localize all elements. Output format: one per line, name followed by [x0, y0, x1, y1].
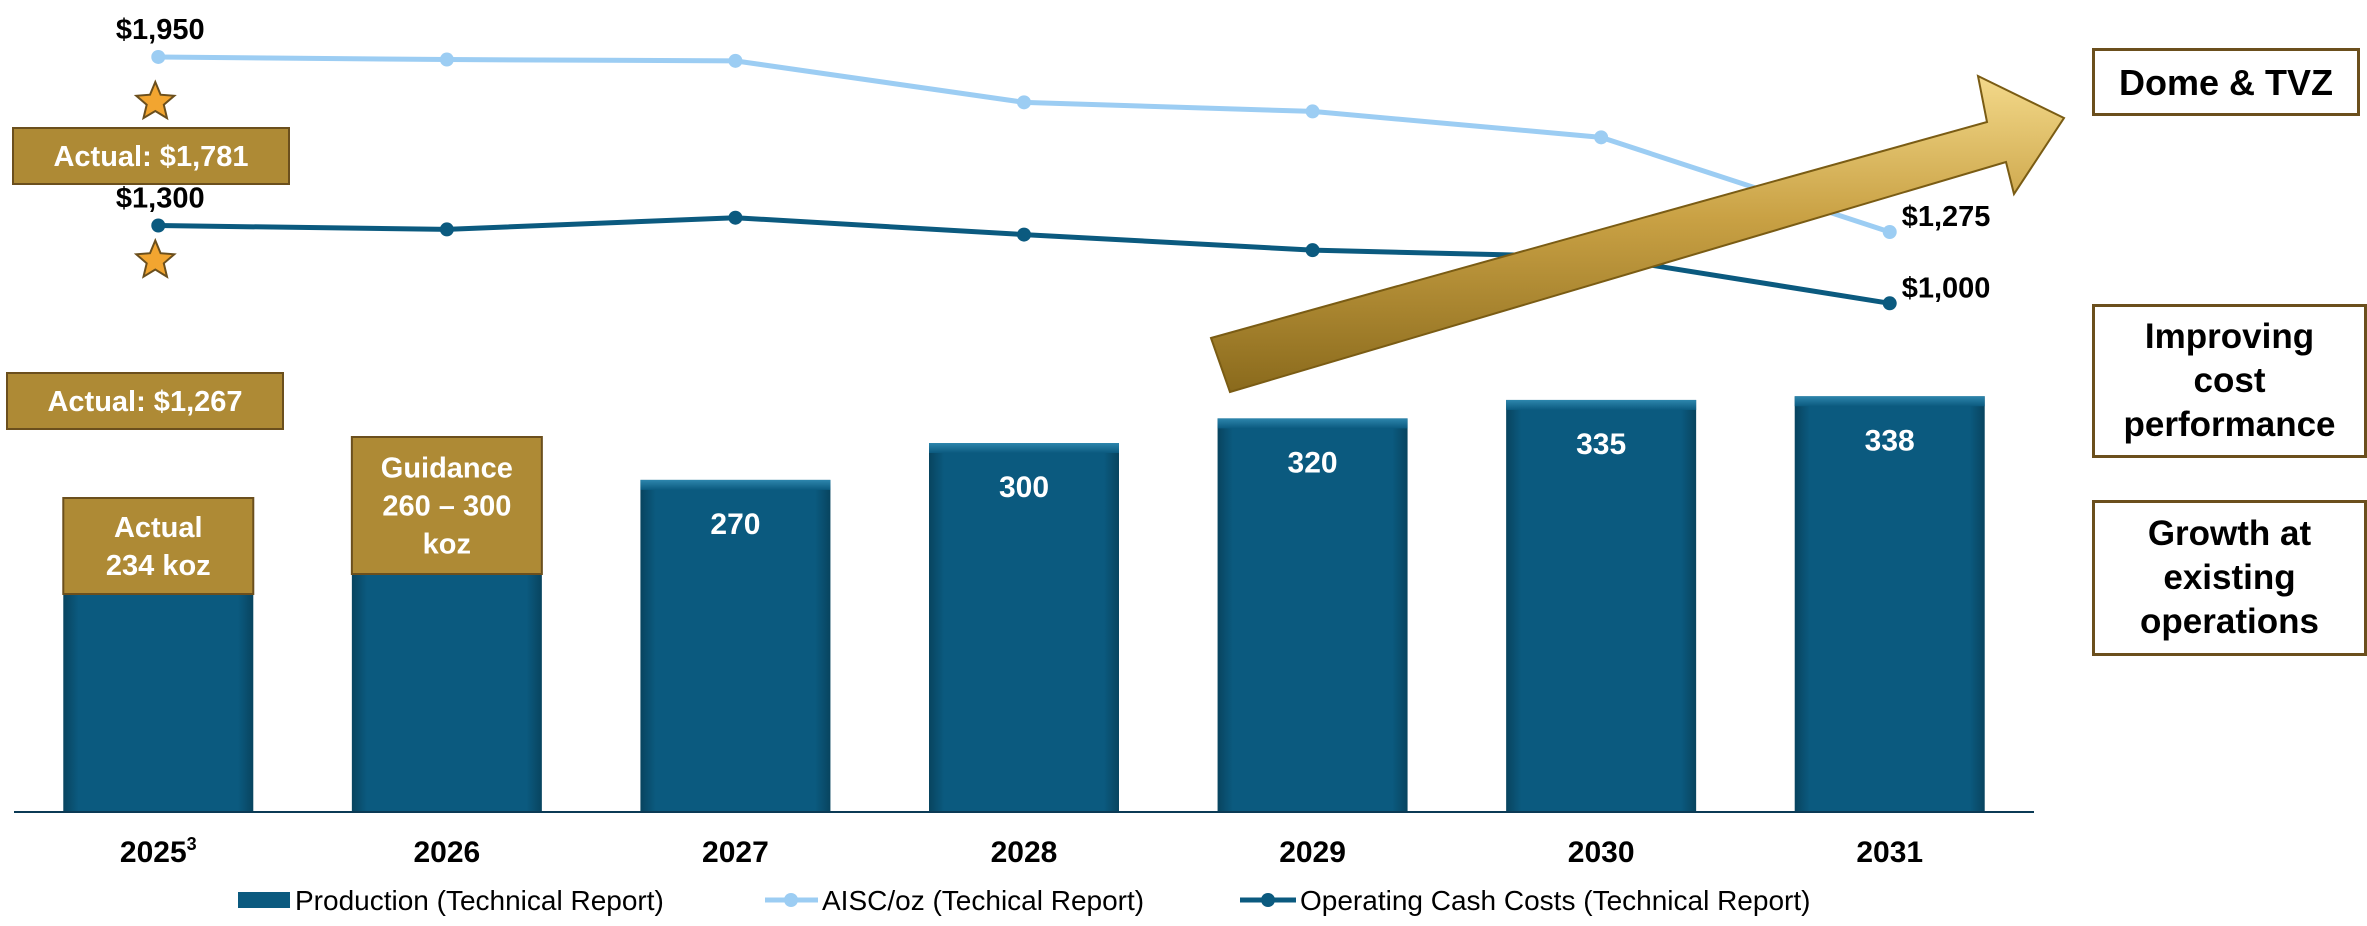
callout-growth-text: Growth at existing operations	[2140, 514, 2319, 641]
cash-costs-label-first: $1,300	[116, 183, 205, 215]
aisc-actual-star-icon	[133, 79, 177, 121]
production-label-2029: 320	[1288, 446, 1338, 479]
cash-costs-point-2029	[1305, 243, 1320, 258]
aisc-actual-box	[12, 127, 290, 185]
x-tick-2030: 2030	[1568, 836, 1635, 869]
production-label-2030: 335	[1576, 428, 1626, 461]
production-guidance-box-text: Guidance 260 – 300 koz	[381, 453, 513, 561]
cash-actual-box-text: Actual: $1,267	[47, 386, 242, 418]
legend-aisc-label: AISC/oz (Techical Report)	[822, 885, 1144, 916]
callout-growth: Growth at existing operations	[2092, 500, 2367, 656]
callout-improving-cost-text: Improving cost performance	[2123, 317, 2336, 444]
x-tick-2025: 20253	[120, 834, 197, 869]
production-label-2031: 338	[1865, 424, 1915, 457]
legend-cash-label: Operating Cash Costs (Technical Report)	[1300, 885, 1810, 916]
cash-costs-point-2028	[1017, 227, 1031, 242]
aisc-point-2025	[151, 49, 166, 64]
aisc-point-2027	[728, 53, 743, 68]
cash-actual-star-icon	[133, 237, 177, 279]
production-actual-box	[62, 497, 255, 595]
callout-dome-tvz: Dome & TVZ	[2092, 48, 2360, 116]
x-tick-2031: 2031	[1856, 836, 1923, 869]
production-bar-cap-2030	[1506, 399, 1697, 410]
production-bar-2028	[929, 443, 1119, 812]
x-tick-2027: 2027	[702, 836, 769, 869]
production-label-2027: 270	[710, 508, 760, 541]
production-bar-cap-2029	[1217, 418, 1408, 429]
cash-costs-point-2031	[1882, 296, 1897, 311]
aisc-line	[158, 54, 1891, 235]
production-bar-cap-2028	[929, 443, 1119, 453]
legend-production-label: Production (Technical Report)	[295, 885, 664, 916]
production-bar-2030	[1506, 399, 1697, 812]
cash-costs-point-2027	[728, 210, 743, 225]
aisc-point-2029	[1305, 104, 1320, 119]
callout-dome-tvz-text: Dome & TVZ	[2118, 61, 2333, 103]
cash-costs-point-2025	[151, 218, 166, 233]
production-label-2028: 300	[999, 471, 1049, 504]
aisc-label-first: $1,950	[116, 14, 205, 46]
aisc-actual-box-text: Actual: $1,781	[53, 141, 248, 173]
growth-arrow	[1209, 74, 2066, 394]
production-bar-2031	[1794, 396, 1985, 812]
aisc-point-2030	[1594, 130, 1609, 145]
x-tick-2028: 2028	[991, 836, 1058, 869]
production-bar-cap-2027	[640, 479, 831, 490]
aisc-label-last: $1,275	[1902, 201, 1991, 233]
production-guidance-box	[350, 436, 543, 575]
legend-cash-marker	[1261, 893, 1275, 907]
aisc-point-2026	[439, 52, 454, 67]
legend-production-swatch	[238, 892, 290, 908]
aisc-point-2028	[1017, 95, 1031, 110]
production-bar-2027	[640, 479, 831, 812]
cash-costs-label-last: $1,000	[1902, 272, 1991, 304]
callout-improving-cost: Improving cost performance	[2092, 304, 2367, 458]
production-bar-cap-2031	[1794, 396, 1985, 407]
cash-actual-box	[6, 372, 284, 430]
cash-costs-point-2026	[439, 222, 454, 237]
x-tick-2026: 2026	[413, 836, 480, 869]
legend-aisc-marker	[784, 893, 798, 907]
production-actual-box-text: Actual 234 koz	[106, 512, 211, 582]
x-tick-2029: 2029	[1279, 836, 1346, 869]
production-bar-2029	[1217, 418, 1408, 812]
aisc-point-2031	[1882, 224, 1897, 239]
